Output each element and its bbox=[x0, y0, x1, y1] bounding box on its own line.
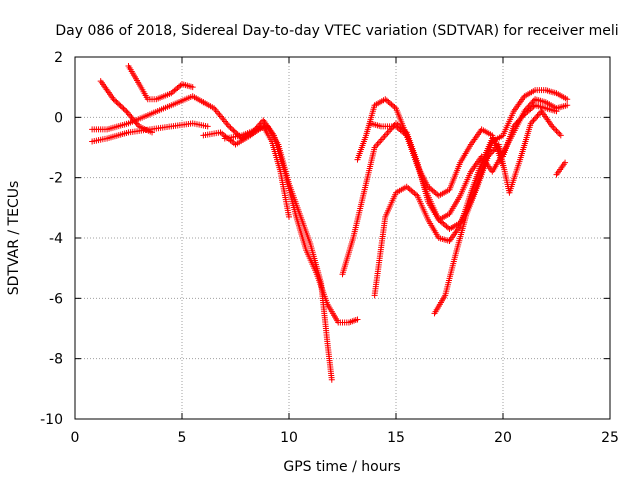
y-tick-label: -8 bbox=[49, 352, 63, 368]
x-tick-label: 10 bbox=[280, 430, 298, 446]
plus-marker bbox=[116, 101, 123, 108]
series-track-07 bbox=[221, 123, 335, 383]
data-point bbox=[286, 213, 292, 220]
chart-title: Day 086 of 2018, Sidereal Day-to-day VTE… bbox=[55, 23, 618, 39]
plus-marker bbox=[534, 112, 541, 119]
x-tick-label: 5 bbox=[178, 430, 187, 446]
plus-marker bbox=[113, 98, 120, 105]
series-track-12 bbox=[431, 108, 564, 317]
data-point bbox=[110, 96, 117, 103]
y-tick-label: -4 bbox=[49, 231, 63, 247]
x-tick-label: 25 bbox=[601, 430, 619, 446]
plus-marker bbox=[553, 127, 560, 134]
plus-marker bbox=[554, 129, 561, 136]
series-track-06 bbox=[200, 123, 292, 220]
series-track-05 bbox=[200, 99, 361, 326]
y-tick-label: -6 bbox=[49, 291, 63, 307]
grid-lines bbox=[75, 57, 610, 419]
series-track-04 bbox=[125, 63, 196, 103]
plus-marker bbox=[556, 130, 563, 137]
data-point bbox=[149, 129, 156, 136]
data-point bbox=[226, 123, 233, 130]
series-track-13 bbox=[553, 159, 569, 178]
plus-marker bbox=[533, 114, 540, 121]
data-point bbox=[557, 132, 564, 139]
x-axis-label: GPS time / hours bbox=[283, 459, 400, 475]
plus-marker bbox=[530, 117, 537, 124]
plus-marker bbox=[121, 106, 128, 113]
plus-marker bbox=[228, 126, 235, 133]
plus-marker bbox=[119, 104, 126, 111]
data-point bbox=[354, 316, 361, 323]
series-track-03 bbox=[97, 78, 156, 136]
plus-marker bbox=[231, 128, 238, 135]
axis-ticks: 0 5 10 15 20 25 -10 -8 -6 -4 -2 0 2 bbox=[40, 50, 619, 446]
plus-marker bbox=[550, 124, 557, 131]
plus-marker bbox=[230, 127, 237, 134]
y-tick-label: -10 bbox=[40, 412, 63, 428]
data-point bbox=[204, 123, 211, 130]
data-point bbox=[328, 376, 335, 383]
data-point bbox=[564, 102, 571, 109]
x-tick-label: 0 bbox=[71, 430, 80, 446]
data-point bbox=[564, 96, 571, 103]
y-tick-label: -2 bbox=[49, 171, 63, 187]
y-tick-label: 0 bbox=[54, 110, 63, 126]
plus-marker bbox=[233, 130, 240, 137]
plus-marker bbox=[531, 115, 538, 122]
plus-marker bbox=[111, 97, 118, 104]
plus-marker bbox=[530, 97, 537, 104]
data-series bbox=[89, 63, 571, 383]
plus-marker bbox=[227, 124, 234, 131]
x-tick-label: 20 bbox=[494, 430, 512, 446]
data-point bbox=[553, 108, 560, 115]
series-track-02 bbox=[89, 93, 207, 133]
plus-marker bbox=[117, 102, 124, 109]
plus-marker bbox=[114, 100, 121, 107]
plus-marker bbox=[120, 105, 127, 112]
data-point bbox=[562, 159, 569, 166]
data-point bbox=[189, 84, 196, 91]
y-axis-label: SDTVAR / TECUs bbox=[6, 181, 22, 296]
plus-marker bbox=[552, 126, 559, 133]
x-tick-label: 15 bbox=[387, 430, 405, 446]
y-tick-label: 2 bbox=[54, 50, 63, 66]
